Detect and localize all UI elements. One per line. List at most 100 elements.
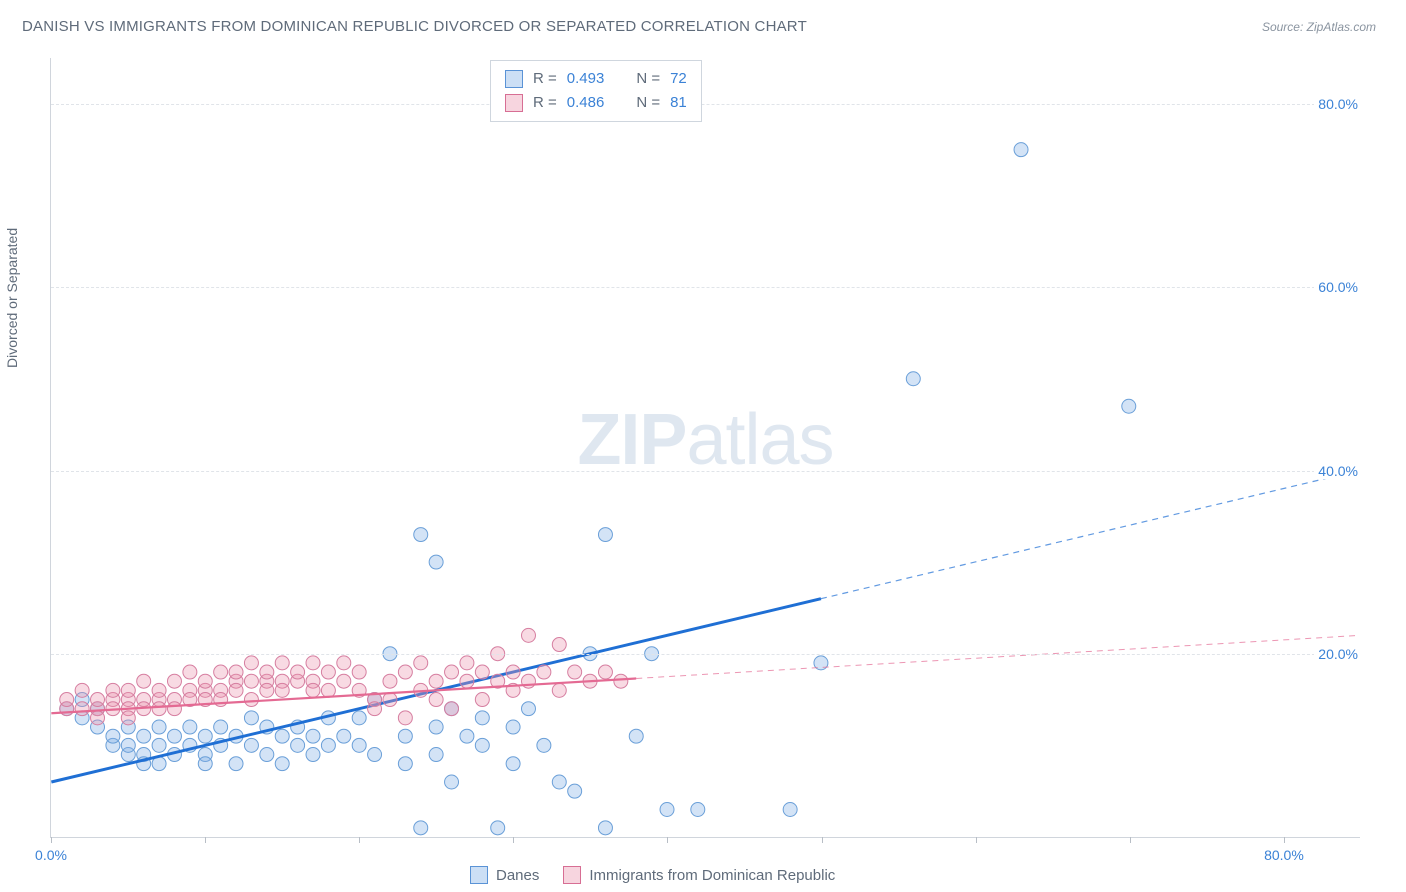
swatch-blue-icon <box>505 70 523 88</box>
data-point <box>198 757 212 771</box>
data-point <box>537 738 551 752</box>
data-point <box>152 738 166 752</box>
data-point <box>906 372 920 386</box>
data-point <box>167 702 181 716</box>
data-point <box>214 665 228 679</box>
data-point <box>460 729 474 743</box>
y-tick-label: 40.0% <box>1314 463 1362 479</box>
chart-title: DANISH VS IMMIGRANTS FROM DOMINICAN REPU… <box>22 18 807 35</box>
data-point <box>445 665 459 679</box>
data-point <box>275 757 289 771</box>
data-point <box>398 729 412 743</box>
data-point <box>429 693 443 707</box>
data-point <box>429 720 443 734</box>
data-point <box>167 729 181 743</box>
data-point <box>229 683 243 697</box>
n-label: N = <box>636 91 660 115</box>
data-point <box>106 683 120 697</box>
data-point <box>368 702 382 716</box>
data-point <box>321 665 335 679</box>
bottom-legend: Danes Immigrants from Dominican Republic <box>470 866 835 884</box>
data-point <box>244 656 258 670</box>
data-point <box>460 656 474 670</box>
data-point <box>306 683 320 697</box>
stats-row-danes: R = 0.493 N = 72 <box>505 67 687 91</box>
data-point <box>121 738 135 752</box>
x-tick <box>1130 837 1131 843</box>
data-point <box>783 803 797 817</box>
data-point <box>460 674 474 688</box>
y-tick-label: 60.0% <box>1314 279 1362 295</box>
data-point <box>198 729 212 743</box>
trend-line-extrapolated <box>636 635 1359 678</box>
x-tick <box>51 837 52 843</box>
data-point <box>598 821 612 835</box>
data-point <box>260 748 274 762</box>
r-value: 0.493 <box>567 67 605 91</box>
data-point <box>275 729 289 743</box>
data-point <box>152 702 166 716</box>
data-point <box>260 665 274 679</box>
data-point <box>429 748 443 762</box>
trend-line-extrapolated <box>821 470 1360 598</box>
data-point <box>183 665 197 679</box>
data-point <box>429 674 443 688</box>
y-tick-label: 80.0% <box>1314 96 1362 112</box>
x-tick-label: 80.0% <box>1264 847 1304 863</box>
y-axis-label: Divorced or Separated <box>4 228 20 368</box>
data-point <box>522 628 536 642</box>
legend-item-danes: Danes <box>470 866 539 884</box>
n-label: N = <box>636 67 660 91</box>
data-point <box>506 757 520 771</box>
data-point <box>429 555 443 569</box>
data-point <box>614 674 628 688</box>
data-point <box>121 683 135 697</box>
data-point <box>337 674 351 688</box>
data-point <box>1122 399 1136 413</box>
data-point <box>137 674 151 688</box>
data-point <box>91 711 105 725</box>
data-point <box>244 738 258 752</box>
data-point <box>306 729 320 743</box>
data-point <box>398 665 412 679</box>
data-point <box>660 803 674 817</box>
data-point <box>552 683 566 697</box>
data-point <box>106 729 120 743</box>
data-point <box>60 693 74 707</box>
data-point <box>552 638 566 652</box>
data-point <box>244 711 258 725</box>
data-point <box>167 674 181 688</box>
legend-label: Immigrants from Dominican Republic <box>589 867 835 884</box>
data-point <box>152 683 166 697</box>
chart-container: DANISH VS IMMIGRANTS FROM DOMINICAN REPU… <box>0 0 1406 892</box>
data-point <box>137 729 151 743</box>
r-value: 0.486 <box>567 91 605 115</box>
x-tick <box>205 837 206 843</box>
data-point <box>75 683 89 697</box>
data-point <box>414 656 428 670</box>
data-point <box>321 738 335 752</box>
n-value: 72 <box>670 67 687 91</box>
y-tick-label: 20.0% <box>1314 646 1362 662</box>
data-point <box>691 803 705 817</box>
data-point <box>352 738 366 752</box>
data-point <box>414 821 428 835</box>
plot-area: ZIPatlas 20.0%40.0%60.0%80.0%0.0%80.0% <box>50 58 1360 838</box>
data-point <box>475 738 489 752</box>
data-point <box>568 665 582 679</box>
data-point <box>368 748 382 762</box>
data-point <box>506 720 520 734</box>
x-tick <box>1284 837 1285 843</box>
data-point <box>183 720 197 734</box>
x-tick <box>976 837 977 843</box>
data-point <box>91 693 105 707</box>
data-point <box>445 775 459 789</box>
data-point <box>537 665 551 679</box>
data-point <box>244 693 258 707</box>
n-value: 81 <box>670 91 687 115</box>
swatch-blue-icon <box>470 866 488 884</box>
stats-row-dominican: R = 0.486 N = 81 <box>505 91 687 115</box>
x-tick-label: 0.0% <box>35 847 67 863</box>
data-point <box>291 738 305 752</box>
data-point <box>244 674 258 688</box>
